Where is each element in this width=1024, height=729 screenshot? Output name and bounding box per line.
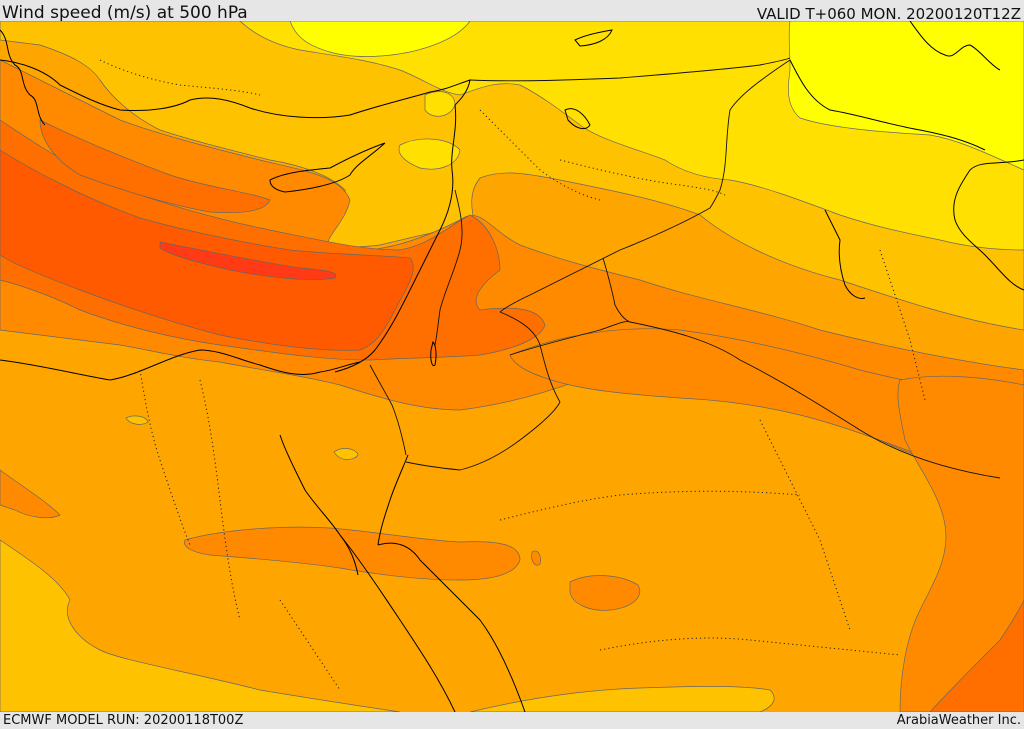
band-orange-small [531,550,541,566]
band-orange-west-edge [0,469,61,519]
border-syria-iraq [499,207,711,313]
border-levant-inland [434,189,463,346]
band-amber-pocket-sinai [333,448,359,460]
admin-border-iran [879,249,926,401]
coastline-cyprus [269,142,386,193]
coastline-caspian-coast [909,21,1001,71]
valid-time-label: VALID T+060 MON. 20200120T12Z [756,5,1021,23]
coastline-red-sea-west [339,534,456,712]
wind-speed-map [0,21,1024,712]
band-red-orange-southeast [929,599,1024,712]
header-bar [0,0,1024,21]
admin-border-saudi [499,490,801,521]
band-orange-sinai [184,526,521,581]
border-iraq-iran [709,59,791,209]
admin-border-turkey [99,59,261,96]
border-egypt-israel [369,364,407,456]
border-saudi-iraq [602,257,1001,479]
borders [369,57,1001,479]
admin-borders [99,59,926,691]
border-jordan-iraq [509,321,631,356]
border-saudi-jordan-south [405,401,561,471]
admin-border-south [279,599,341,691]
coastline-kuwait [824,209,866,299]
band-amber-southwest [0,539,401,712]
admin-border-saudi-3 [759,419,851,631]
admin-border-saudi-2 [599,637,901,656]
band-gold-cyprus [398,138,461,170]
coastline-turkey [0,59,471,119]
credit-label: ArabiaWeather Inc. [896,713,1021,728]
coastline-gulf-suez [279,434,359,576]
coastlines [0,21,1024,712]
coastline-egypt [0,349,361,381]
coastline-red-sea-east [377,542,526,712]
coastline-gulf-aqaba [377,454,409,546]
admin-border-egypt-2 [199,379,241,621]
coastline-levant [334,104,457,373]
border-syria-turkey [469,57,791,82]
band-red-orange-west [39,119,271,214]
band-red-core [159,241,337,280]
coastline-lake-urmia [564,108,591,130]
model-run-label: ECMWF MODEL RUN: 20200118T00Z [3,713,244,728]
band-dark-orange-east [897,375,1024,712]
coastline-aegean [0,29,46,126]
coastline-persian-gulf [953,159,1024,291]
band-orange-arabia [569,575,640,611]
band-amber-south [469,686,775,712]
border-jordan-saudi [499,311,561,403]
footer-bar [0,712,1024,729]
band-amber-pocket-nile [125,415,149,425]
band-red-orange-core [0,149,414,351]
coastline-dead-sea [430,341,437,367]
band-yellow-north [289,21,471,57]
coastline-lake-van [574,29,613,47]
map-title: Wind speed (m/s) at 500 hPa [2,3,248,23]
admin-border-syria [479,109,601,201]
coastline-shatt [789,59,986,151]
band-yellow-northeast [787,21,1024,171]
